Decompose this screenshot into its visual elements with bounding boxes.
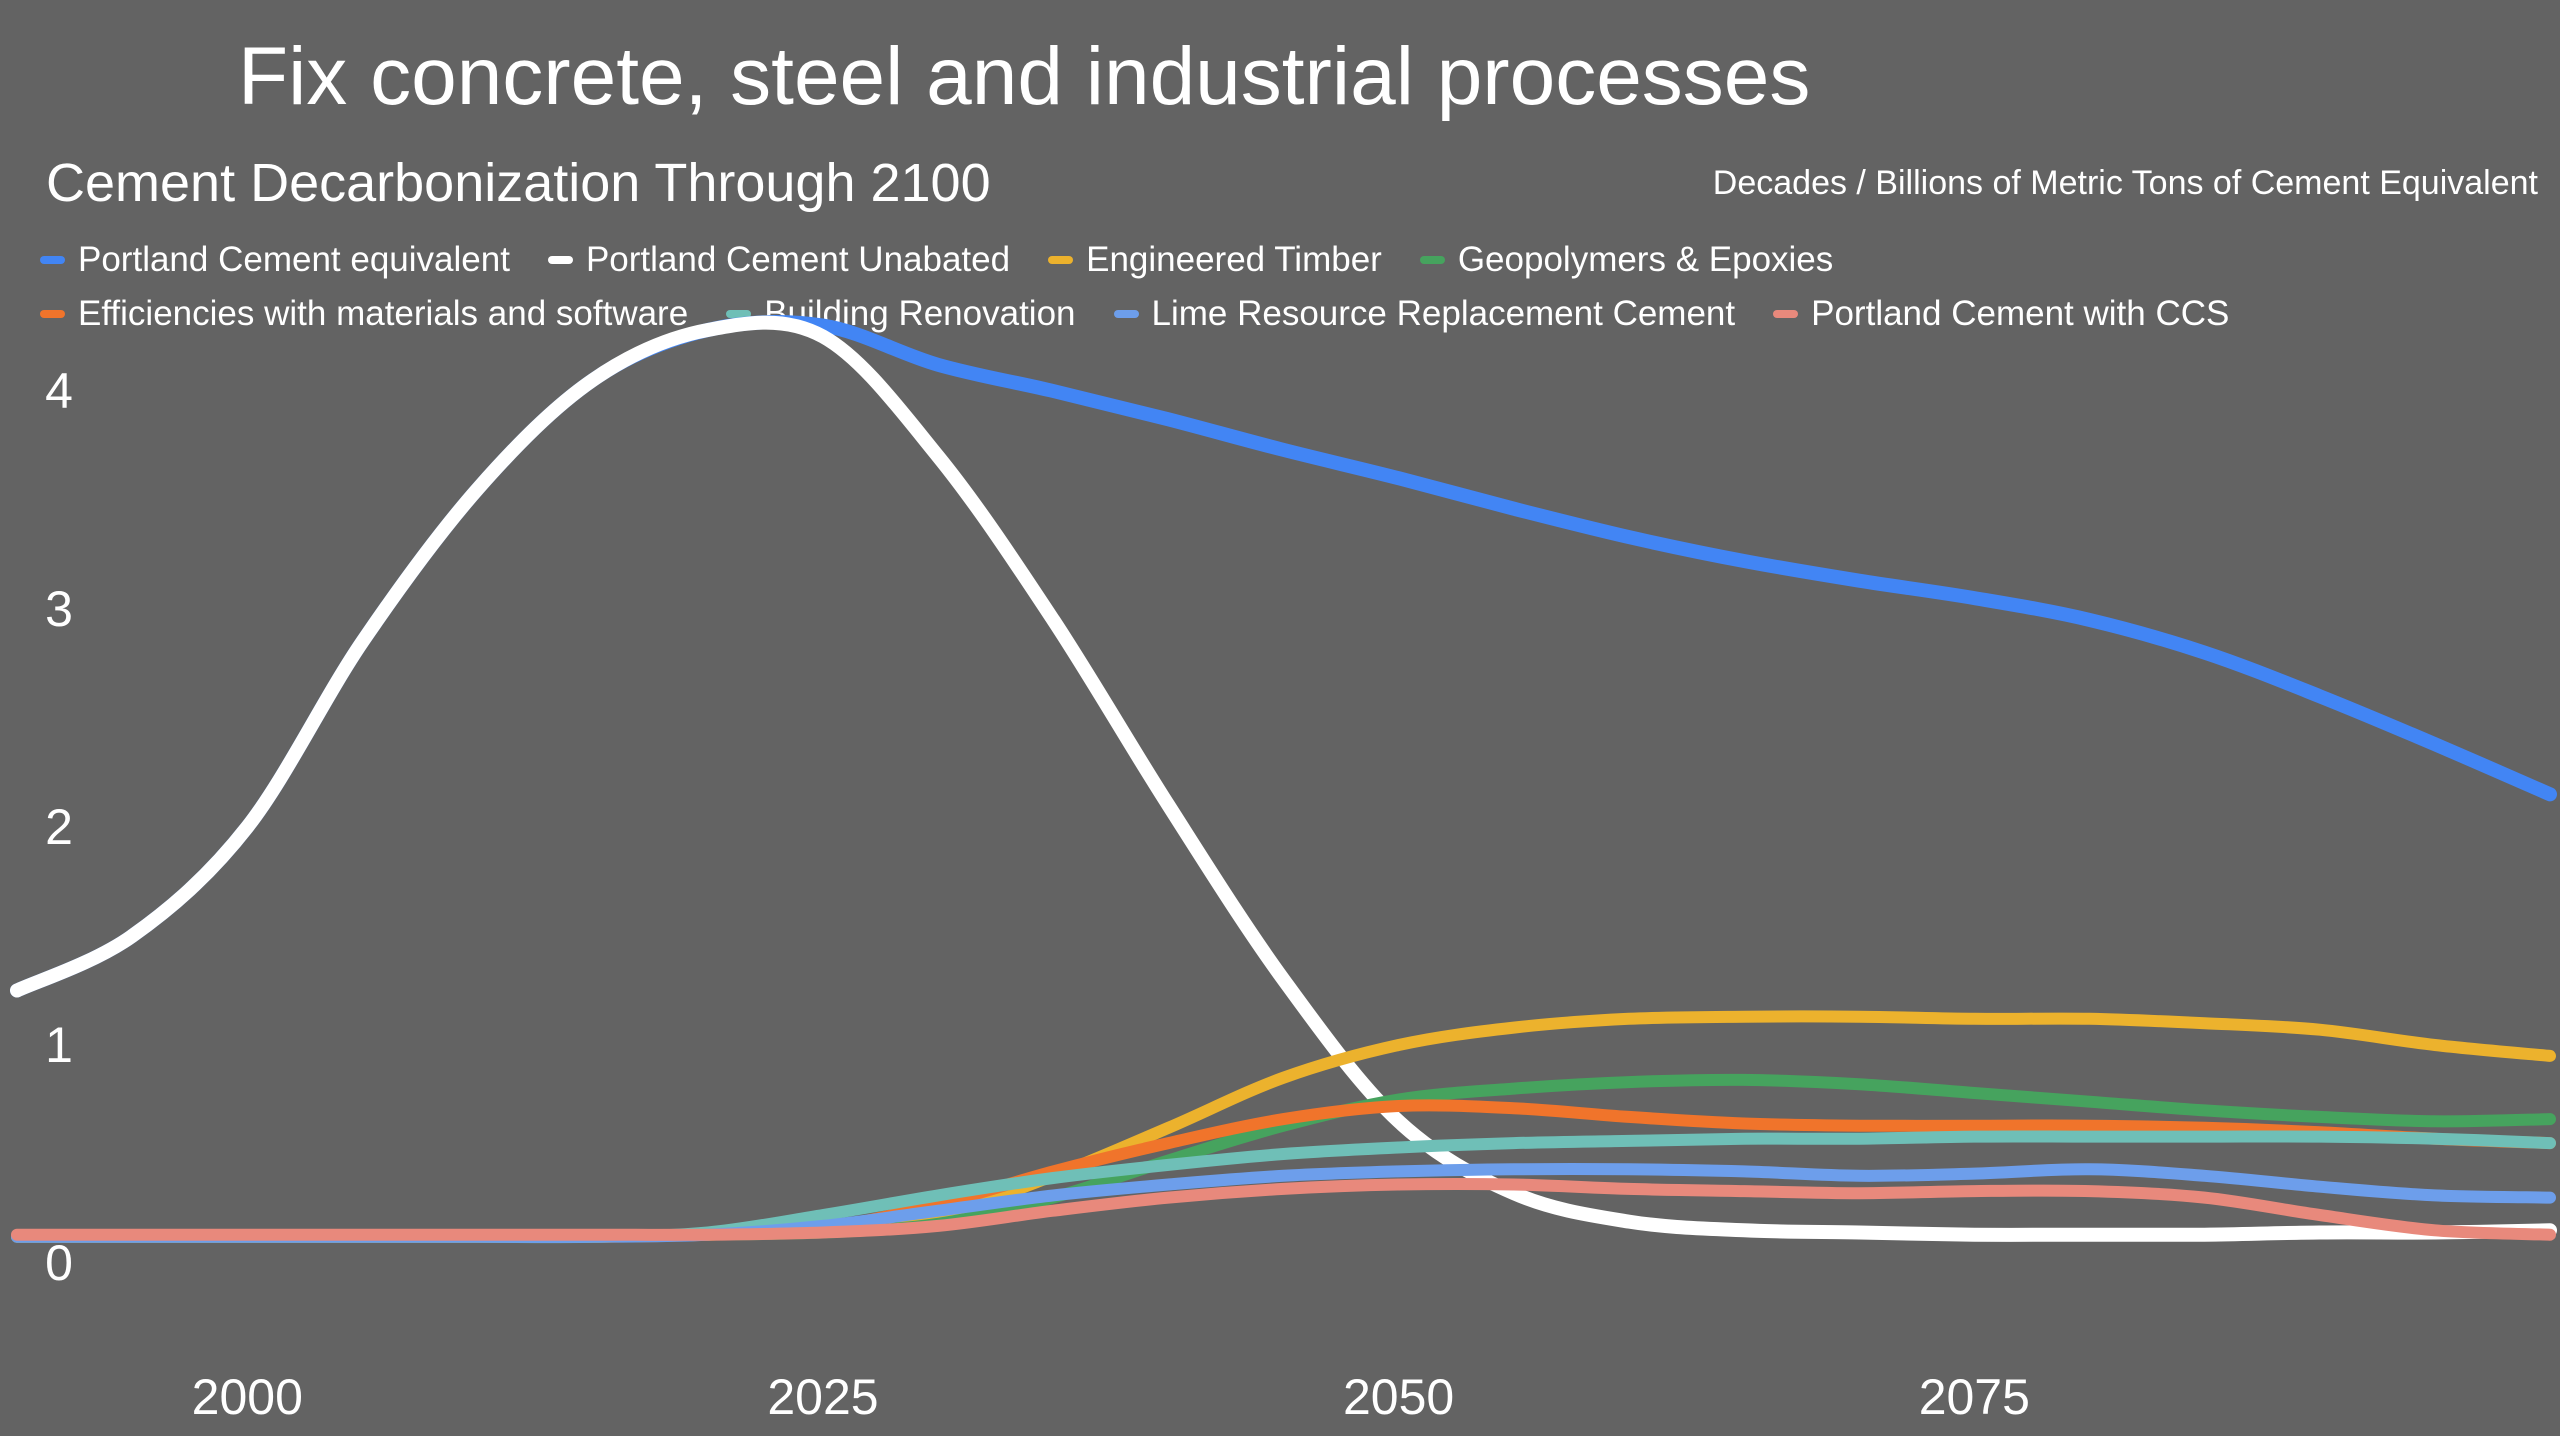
legend-marker [40,310,65,318]
chart-title: Cement Decarbonization Through 2100 [46,153,991,213]
legend-marker [1048,256,1074,264]
legend-marker [1773,310,1799,318]
legend-label: Portland Cement equivalent [78,240,510,279]
legend-item-portland-cement-equivalent: Portland Cement equivalent [40,240,510,280]
legend-label: Portland Cement with CCS [1811,294,2230,333]
legend-marker [1113,310,1139,318]
series-line-portland-cement-equivalent [10,315,2557,998]
legend-marker [1419,256,1445,264]
legend-row: Efficiencies with materials and software… [40,294,2229,334]
legend-item-geopolymers-epoxies: Geopolymers & Epoxies [1419,240,1834,280]
legend-label: Engineered Timber [1086,240,1382,279]
legend-label: Portland Cement Unabated [585,240,1011,279]
legend-marker [547,256,573,264]
legend-marker [40,256,65,264]
legend-label: Geopolymers & Epoxies [1457,240,1834,279]
series-line-portland-cement-with-ccs [11,1177,2556,1241]
legend-label: Efficiencies with materials and software [78,294,689,333]
legend-item-portland-cement-with-ccs: Portland Cement with CCS [1773,294,2229,334]
chart-units-label: Decades / Billions of Metric Tons of Cem… [1712,164,2538,202]
legend-item-efficiencies-with-materials-and-software: Efficiencies with materials and software [40,294,688,334]
legend-item-portland-cement-unabated: Portland Cement Unabated [547,240,1011,280]
legend-item-engineered-timber: Engineered Timber [1048,240,1382,280]
series-line-lime-resource-replacement-cement [11,1163,2556,1243]
series-line-portland-cement-unabated [10,315,2557,1242]
chart-legend: Portland Cement equivalent Portland Cemen… [40,240,2229,334]
legend-marker [726,310,752,318]
legend-label: Lime Resource Replacement Cement [1151,294,1736,333]
legend-item-lime-resource-replacement-cement: Lime Resource Replacement Cement [1113,294,1736,334]
page-title: Fix concrete, steel and industrial proce… [238,31,1811,122]
legend-row: Portland Cement equivalent Portland Cemen… [40,240,2229,280]
